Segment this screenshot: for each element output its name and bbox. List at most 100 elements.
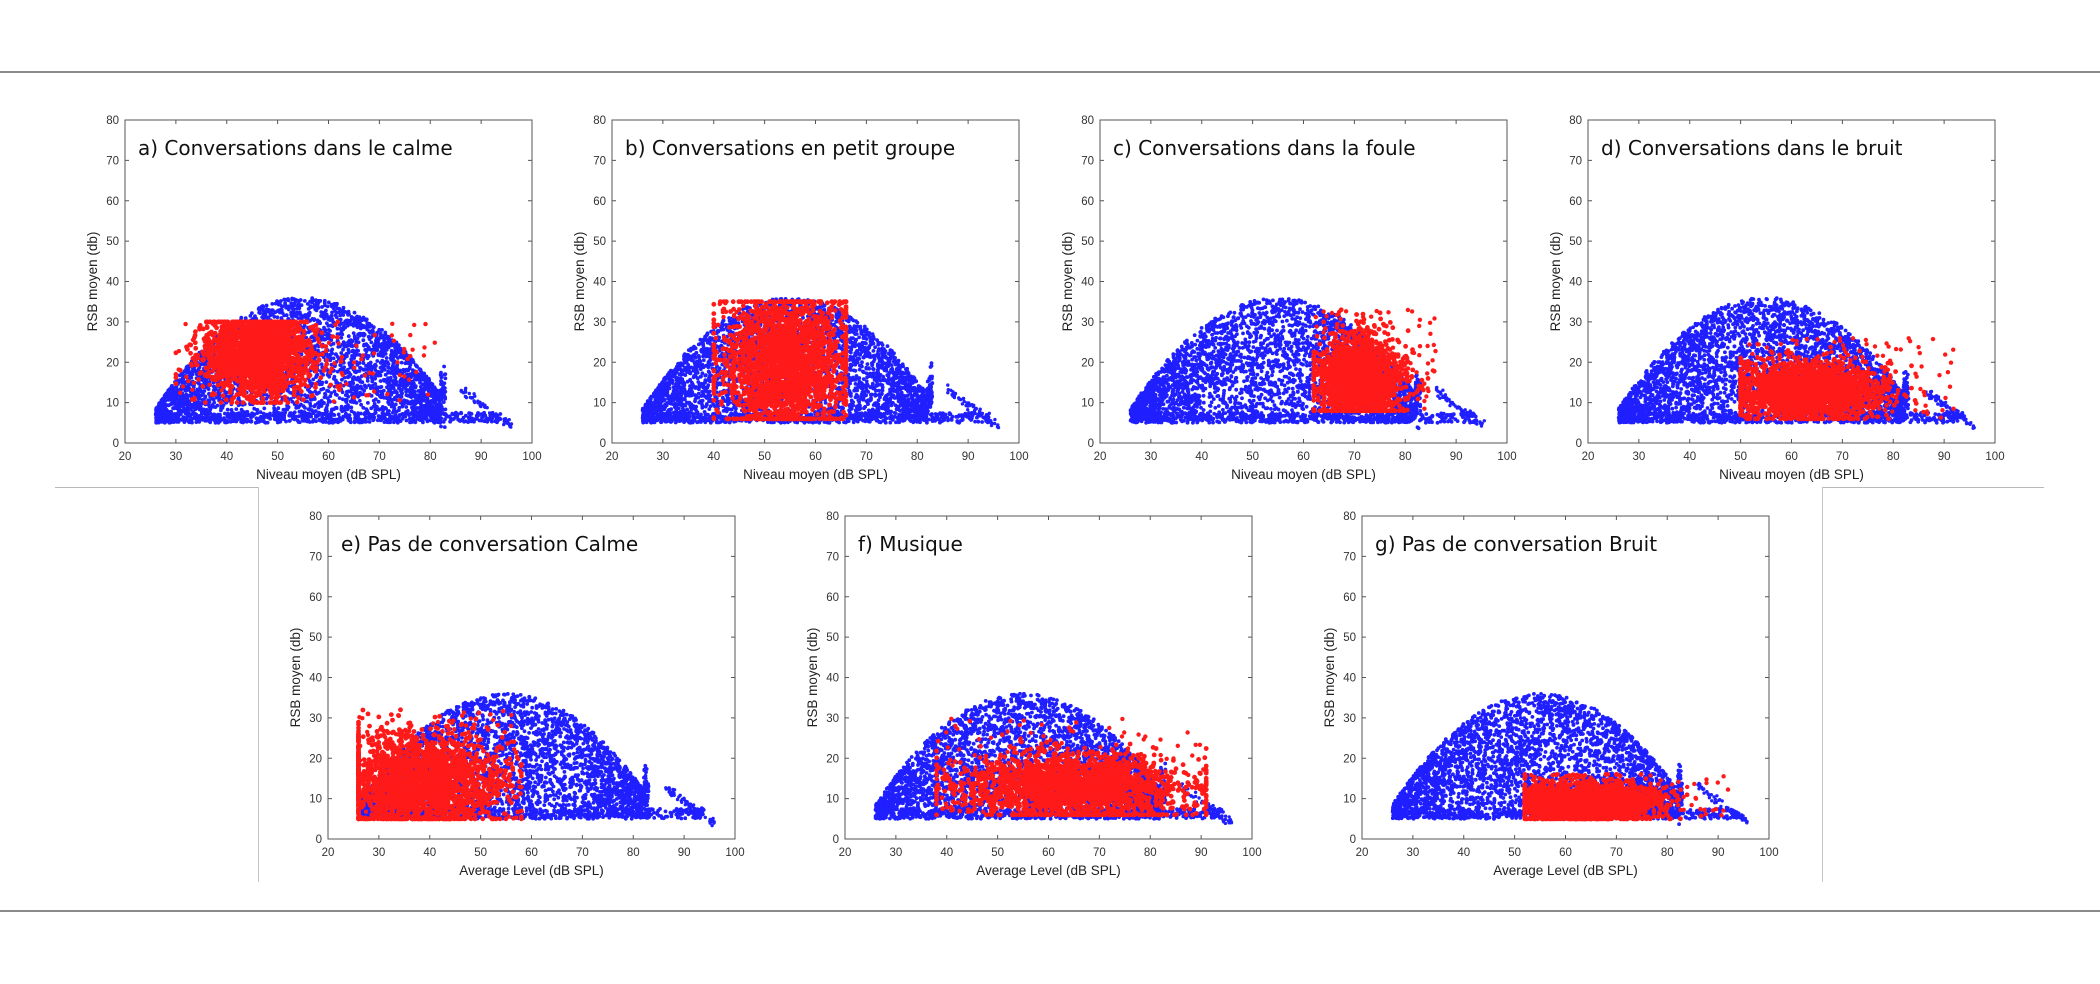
scatter-point bbox=[431, 397, 436, 402]
scatter-point bbox=[352, 419, 357, 423]
scatter-point bbox=[292, 410, 297, 415]
scatter-point bbox=[359, 411, 363, 416]
scatter-point bbox=[373, 376, 377, 380]
scatter-point bbox=[443, 396, 448, 401]
scatter-point bbox=[401, 367, 406, 372]
scatter-point bbox=[389, 343, 394, 348]
scatter-point bbox=[369, 365, 374, 370]
scatter-point bbox=[392, 360, 396, 365]
scatter-point bbox=[424, 376, 428, 381]
left-vertical-divider bbox=[258, 487, 259, 882]
scatter-point bbox=[395, 420, 400, 425]
scatter-point bbox=[403, 385, 407, 390]
scatter-point bbox=[357, 393, 362, 398]
scatter-point bbox=[415, 364, 419, 369]
scatter-point bbox=[213, 418, 218, 423]
chart-panel-a: 20 30 40 50 60 70 80 90 10001020304050607080Nive… bbox=[85, 115, 542, 482]
middle-left-divider bbox=[55, 487, 258, 488]
scatter-point bbox=[323, 412, 327, 417]
scatter-point bbox=[293, 415, 298, 420]
scatter-point bbox=[314, 301, 319, 305]
scatter-point bbox=[316, 401, 320, 406]
bottom-divider bbox=[0, 910, 2100, 912]
scatter-point bbox=[495, 418, 499, 422]
scatter-point bbox=[439, 379, 444, 384]
scatter-point bbox=[339, 366, 344, 371]
scatter-point bbox=[405, 368, 410, 373]
scatter-point bbox=[385, 412, 390, 416]
scatter-point bbox=[378, 379, 383, 383]
scatter-point bbox=[389, 348, 394, 353]
scatter-point bbox=[358, 333, 362, 338]
scatter-point bbox=[216, 390, 221, 395]
scatter-point bbox=[198, 403, 203, 408]
scatter-point bbox=[346, 319, 351, 324]
scatter-point bbox=[340, 342, 345, 347]
scatter-point bbox=[443, 376, 448, 381]
scatter-point bbox=[372, 415, 377, 420]
scatter-point bbox=[490, 416, 495, 420]
scatter-point bbox=[347, 374, 352, 379]
scatter-point bbox=[330, 347, 335, 352]
scatter-point bbox=[401, 399, 406, 404]
scatter-point bbox=[390, 364, 395, 368]
scatter-point bbox=[239, 315, 244, 320]
scatter-point bbox=[192, 368, 197, 373]
scatter-point bbox=[215, 395, 219, 400]
scatter-point bbox=[325, 388, 329, 393]
scatter-point bbox=[186, 364, 190, 369]
scatter-point bbox=[473, 417, 478, 421]
scatter-point bbox=[403, 381, 407, 386]
scatter-point bbox=[368, 330, 372, 335]
scatter-point bbox=[444, 413, 449, 418]
scatter-point bbox=[211, 404, 216, 409]
scatter-point bbox=[185, 384, 189, 389]
scatter-point bbox=[314, 308, 319, 313]
scatter-point bbox=[480, 416, 484, 420]
scatter-point bbox=[383, 352, 388, 356]
scatter-point bbox=[372, 347, 377, 352]
scatter-point bbox=[276, 406, 281, 411]
scatter-point bbox=[179, 417, 184, 422]
scatter-point bbox=[265, 413, 270, 418]
scatter-point bbox=[243, 316, 248, 321]
scatter-point bbox=[403, 361, 408, 366]
scatter-point bbox=[354, 340, 359, 344]
scatter-point bbox=[225, 414, 230, 418]
scatter-point bbox=[440, 386, 445, 391]
scatter-point bbox=[272, 414, 277, 419]
scatter-point bbox=[335, 418, 340, 423]
scatter-point bbox=[200, 326, 206, 332]
scatter-point bbox=[374, 385, 379, 390]
scatter-point bbox=[296, 316, 301, 320]
scatter-point bbox=[382, 395, 386, 400]
scatter-point bbox=[195, 387, 200, 392]
scatter-point bbox=[463, 394, 468, 399]
scatter-point bbox=[290, 399, 295, 404]
scatter-point bbox=[339, 326, 344, 331]
scatter-point bbox=[364, 317, 369, 322]
scatter-point bbox=[386, 400, 390, 405]
scatter-point bbox=[362, 368, 367, 372]
scatter-point bbox=[339, 330, 344, 335]
scatter-point bbox=[164, 411, 169, 416]
scatter-point bbox=[439, 424, 443, 429]
scatter-point bbox=[178, 394, 183, 399]
scatter-point bbox=[350, 379, 355, 383]
scatter-point bbox=[387, 409, 391, 413]
scatter-point bbox=[331, 412, 336, 417]
scatter-point bbox=[328, 418, 333, 422]
scatter-point bbox=[482, 404, 487, 409]
middle-right-divider bbox=[1822, 487, 2044, 488]
scatter-point bbox=[362, 342, 367, 347]
scatter-point bbox=[373, 382, 378, 386]
scatter-point bbox=[230, 417, 235, 422]
scatter-point bbox=[334, 334, 340, 340]
scatter-point bbox=[352, 411, 357, 415]
scatter-point bbox=[355, 377, 360, 382]
scatter-point bbox=[272, 406, 276, 410]
scatter-point bbox=[178, 398, 183, 403]
scatter-point bbox=[171, 406, 175, 411]
scatter-point bbox=[157, 401, 162, 406]
scatter-point bbox=[357, 417, 362, 421]
